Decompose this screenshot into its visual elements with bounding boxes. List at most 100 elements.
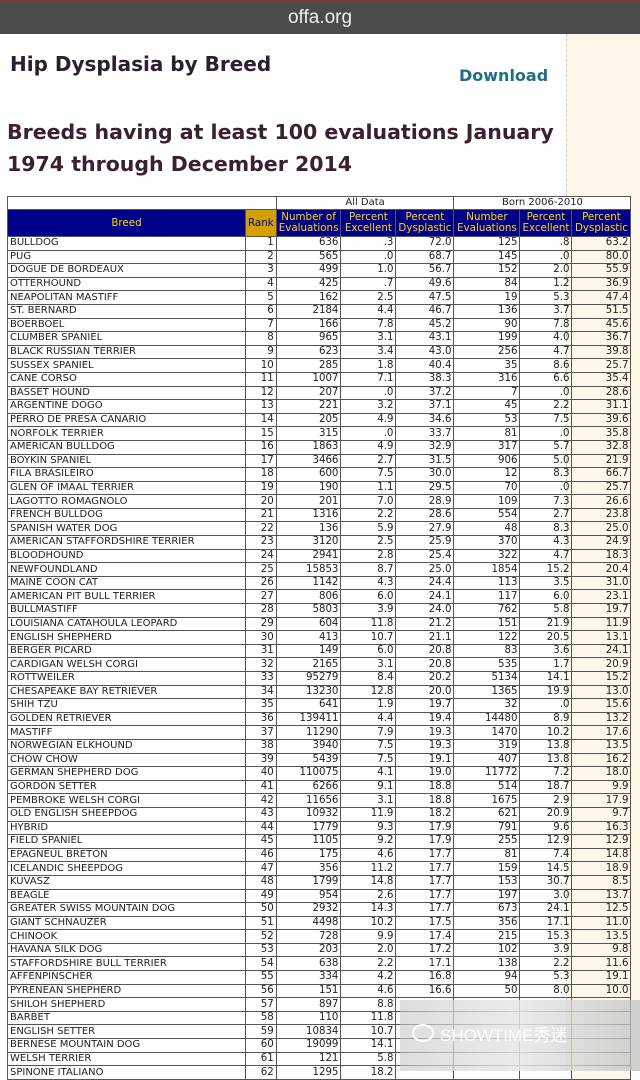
cell-percent-dysplastic: 19.3 (395, 738, 455, 754)
table-row: PYRENEAN SHEPHERD 56 151 4.6 16.6 50 8.0 10.0 (7, 983, 632, 999)
cell-percent-dysplastic-2006: 35.4 (571, 371, 632, 387)
cell-percent-dysplastic-2006: 11.9 (571, 616, 632, 632)
cell-number-evaluations-2006: 317 (453, 439, 521, 455)
cell-rank: 30 (245, 630, 277, 645)
table-row: HAVANA SILK DOG 53 203 2.0 17.2 102 3.9 9.8 (7, 942, 632, 958)
cell-percent-excellent: 4.9 (340, 439, 397, 455)
cell-rank: 27 (245, 589, 277, 605)
cell-breed: BEAGLE (7, 888, 246, 904)
cell-number-evaluations: 2165 (275, 657, 342, 672)
column-header-percent-excellent[interactable]: Percent Excellent (340, 209, 397, 237)
cell-percent-excellent: 7.0 (340, 494, 397, 509)
cell-percent-dysplastic: 33.7 (395, 426, 455, 441)
cell-number-evaluations-2006: 153 (453, 874, 521, 890)
cell-percent-dysplastic-2006: 39.6 (571, 412, 632, 428)
cell-number-evaluations: 499 (275, 263, 342, 278)
cell-percent-dysplastic: 43.0 (395, 344, 455, 360)
cell-percent-dysplastic-2006: 11.6 (571, 956, 632, 972)
cell-percent-dysplastic: 34.6 (395, 412, 455, 428)
cell-rank: 18 (245, 467, 277, 482)
cell-percent-excellent: 7.5 (340, 467, 397, 482)
column-header-percent-excellent-2006[interactable]: Percent Excellent (519, 209, 573, 237)
cell-number-evaluations-2006: 81 (453, 847, 521, 863)
column-header-rank[interactable]: Rank (245, 209, 277, 237)
column-header-number-evaluations[interactable]: Number of Evaluations (275, 209, 342, 237)
cell-breed: GERMAN SHEPHERD DOG (7, 766, 246, 781)
column-header-percent-dysplastic[interactable]: Percent Dysplastic (395, 209, 455, 237)
cell-percent-excellent-2006: 13.8 (519, 752, 573, 768)
cell-number-evaluations: 201 (275, 494, 342, 509)
cell-percent-dysplastic: 21.2 (395, 616, 455, 632)
cell-percent-excellent: 10.7 (340, 630, 397, 645)
table-row: GORDON SETTER 41 6266 9.1 18.8 514 18.7 9.9 (7, 779, 632, 795)
column-header-percent-dysplastic-2006[interactable]: Percent Dysplastic (571, 209, 632, 237)
cell-percent-dysplastic-2006: 51.5 (571, 303, 632, 319)
cell-percent-dysplastic-2006: 35.8 (571, 426, 632, 441)
table-row: MASTIFF 37 11290 7.9 19.3 1470 10.2 17.6 (7, 725, 632, 740)
cell-number-evaluations: 1007 (275, 371, 342, 387)
cell-percent-excellent: 2.8 (340, 548, 397, 564)
cell-number-evaluations-2006: 84 (453, 276, 521, 292)
cell-percent-excellent-2006: 2.9 (519, 793, 573, 808)
cell-number-evaluations-2006: 762 (453, 603, 521, 618)
cell-number-evaluations: 203 (275, 942, 342, 958)
cell-percent-excellent: 14.3 (340, 902, 397, 917)
cell-percent-dysplastic-2006: 23.1 (571, 589, 632, 605)
cell-breed: GREATER SWISS MOUNTAIN DOG (7, 902, 246, 917)
cell-percent-dysplastic-2006: 13.7 (571, 888, 632, 904)
cell-percent-dysplastic: 72.0 (395, 236, 455, 251)
cell-breed: KUVASZ (7, 874, 246, 890)
page-title: Hip Dysplasia by Breed (10, 52, 272, 76)
cell-number-evaluations: 13230 (275, 684, 342, 700)
cell-percent-dysplastic-2006: 32.8 (571, 439, 632, 455)
table-row: BLOODHOUND 24 2941 2.8 25.4 322 4.7 18.3 (7, 548, 632, 564)
cell-rank: 28 (245, 603, 277, 618)
cell-number-evaluations: 162 (275, 290, 342, 305)
cell-percent-excellent-2006: 5.7 (519, 439, 573, 455)
browser-url-bar[interactable]: offa.org (0, 0, 640, 34)
cell-number-evaluations-2006: 19 (453, 290, 521, 305)
cell-percent-excellent: 1.1 (340, 480, 397, 496)
cell-percent-dysplastic: 27.9 (395, 521, 455, 537)
table-row: DOGUE DE BORDEAUX 3 499 1.0 56.7 152 2.0 55.9 (7, 263, 632, 278)
cell-number-evaluations-2006: 32 (453, 698, 521, 713)
cell-rank: 29 (245, 616, 277, 632)
cell-breed: CHESAPEAKE BAY RETRIEVER (7, 684, 246, 700)
cell-percent-excellent: 2.2 (340, 507, 397, 523)
cell-rank: 12 (245, 385, 277, 401)
cell-number-evaluations-2006: 159 (453, 861, 521, 876)
cell-number-evaluations: 285 (275, 358, 342, 373)
cell-percent-excellent: 3.4 (340, 344, 397, 360)
cell-percent-excellent: 6.0 (340, 643, 397, 659)
cell-percent-excellent: .7 (340, 276, 397, 292)
cell-percent-excellent-2006: 7.2 (519, 766, 573, 781)
cell-percent-dysplastic-2006: 24.9 (571, 535, 632, 550)
cell-rank: 20 (245, 494, 277, 509)
cell-number-evaluations: 2184 (275, 303, 342, 319)
column-header-number-evaluations-2006[interactable]: Number Evaluations (453, 209, 521, 237)
cell-percent-dysplastic: 40.4 (395, 358, 455, 373)
cell-percent-dysplastic: 18.2 (395, 806, 455, 822)
cell-percent-dysplastic-2006: 9.7 (571, 806, 632, 822)
cell-percent-dysplastic-2006: 13.2 (571, 711, 632, 727)
cell-rank: 40 (245, 766, 277, 781)
table-row: PERRO DE PRESA CANARIO 14 205 4.9 34.6 53 7.5 3… (7, 412, 632, 428)
download-link[interactable]: Download (459, 66, 549, 85)
cell-number-evaluations: 139411 (275, 711, 342, 727)
cell-percent-excellent-2006: 20.5 (519, 630, 573, 645)
cell-percent-excellent-2006: 8.6 (519, 358, 573, 373)
cell-percent-excellent-2006: .0 (519, 480, 573, 496)
cell-breed: AMERICAN STAFFORDSHIRE TERRIER (7, 535, 246, 550)
cell-number-evaluations-2006: 255 (453, 834, 521, 849)
cell-number-evaluations: 2932 (275, 902, 342, 917)
cell-percent-dysplastic-2006: 36.7 (571, 331, 632, 346)
column-header-breed[interactable]: Breed (7, 209, 246, 237)
cell-percent-dysplastic-2006: 8.5 (571, 874, 632, 890)
cell-percent-dysplastic: 21.1 (395, 630, 455, 645)
cell-percent-dysplastic-2006: 26.6 (571, 494, 632, 509)
cell-rank: 37 (245, 725, 277, 740)
cell-number-evaluations-2006: 102 (453, 942, 521, 958)
cell-percent-excellent-2006: 6.0 (519, 589, 573, 605)
cell-percent-dysplastic: 17.9 (395, 820, 455, 836)
cell-rank: 55 (245, 970, 277, 985)
